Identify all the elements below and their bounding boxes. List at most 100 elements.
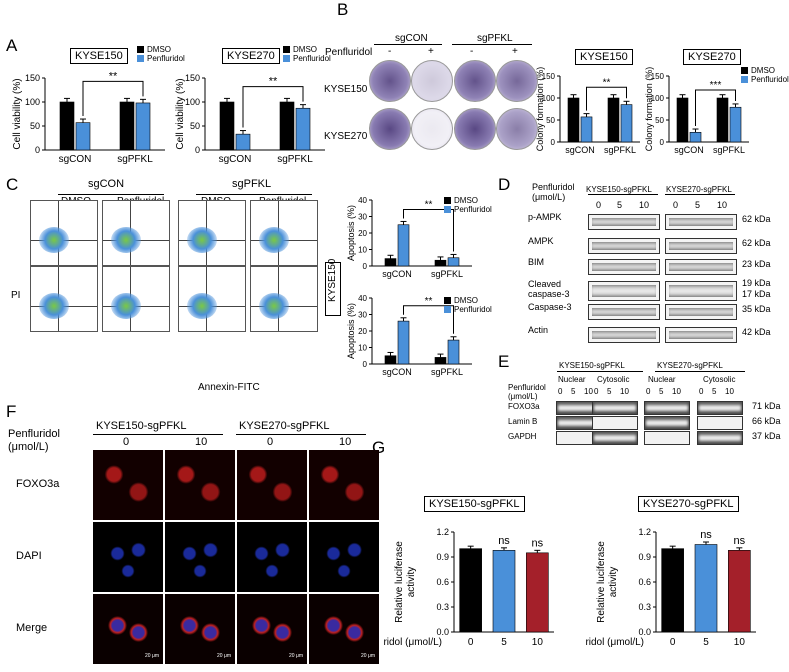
y-tick-label: 0.9 <box>638 552 651 562</box>
x-tick-label: sgPFKL <box>431 367 463 377</box>
colony-plate <box>411 60 453 102</box>
x-tick-label: sgCON <box>674 145 704 155</box>
y-tick-label: 0.6 <box>638 577 651 587</box>
legend-a2: DMSO Penfluridol <box>283 45 331 63</box>
flow-cluster <box>259 227 289 253</box>
b-sign: - <box>470 46 474 57</box>
scale-bar-label: 20 μm <box>361 653 375 659</box>
e-fraction: Nuclear <box>648 375 676 384</box>
e-dose: 10 <box>620 387 629 396</box>
microscopy-image <box>93 594 163 664</box>
d-group-2: KYSE270-sgPFKL <box>666 185 732 194</box>
e-dose: 5 <box>659 387 664 396</box>
e-group-1: KYSE150-sgPFKL <box>559 361 625 370</box>
bar-dmso <box>119 101 135 151</box>
d-group-line <box>665 194 735 195</box>
d-protein-label: BIM <box>528 257 545 267</box>
x-tick-label: sgPFKL <box>117 154 153 165</box>
x-tick-label: 10 <box>532 637 544 648</box>
flow-cluster <box>39 293 69 319</box>
f-dose: 0 <box>123 436 130 448</box>
western-blot-band <box>588 281 660 301</box>
e-fraction: Cytosolic <box>597 375 630 384</box>
significance-label: *** <box>710 80 722 91</box>
c-group-line <box>196 194 312 195</box>
chart-g-kyse270: 0.0 0.3 0.6 0.9 1.2 Relative luciferase activi… <box>586 527 756 648</box>
scale-bar-label: 20 μm <box>217 653 231 659</box>
bar-dmso <box>219 101 235 151</box>
y-axis-label: Colony formation (%) <box>645 67 654 152</box>
western-blot-band <box>588 327 660 343</box>
bar <box>459 548 482 633</box>
bar-penfluridol <box>295 107 311 151</box>
bar-dmso <box>434 259 447 267</box>
c-row-kyse150: KYSE150 <box>327 258 338 302</box>
y-tick-label: 0 <box>35 145 40 155</box>
panel-letter-b: B <box>337 0 349 19</box>
b-sign: + <box>512 46 518 57</box>
x-tick-label: sgCON <box>59 154 92 165</box>
legend-a1: DMSO Penfluridol <box>137 45 185 63</box>
y-tick-label: 0 <box>660 138 665 147</box>
panel-letter-e: E <box>498 352 510 371</box>
legend-swatch-penfluridol <box>741 76 748 84</box>
bar-dmso <box>434 357 447 365</box>
y-tick-label: 50 <box>546 116 555 125</box>
significance-bracket <box>82 80 144 117</box>
significance-label: ns <box>734 535 746 547</box>
y-tick-label: 20 <box>358 229 367 238</box>
x-tick-label: sgCON <box>382 269 412 279</box>
y-tick-label: 100 <box>185 97 200 107</box>
c-group-sgpfkl: sgPFKL <box>232 178 272 190</box>
d-protein-label: AMPK <box>528 236 554 246</box>
x-tick-label: 5 <box>501 637 507 648</box>
y-axis-label: Relative luciferase <box>596 541 607 623</box>
b-row-kyse150: KYSE150 <box>324 84 368 95</box>
microscopy-image <box>165 450 235 520</box>
e-group-2: KYSE270-sgPFKL <box>657 361 723 370</box>
e-group-line <box>557 371 643 372</box>
b-group-line <box>452 44 532 45</box>
bar-penfluridol <box>620 104 633 143</box>
c-group-line <box>58 194 164 195</box>
western-blot-band <box>592 416 638 430</box>
b-sign: - <box>388 46 392 57</box>
b-group-sgpfkl: sgPFKL <box>477 33 513 44</box>
e-treatment-name: Penfluridol <box>508 383 546 392</box>
panel-letter-c: C <box>6 175 19 194</box>
chart-b2-title: KYSE270 <box>683 49 741 65</box>
d-protein-label: Caspase-3 <box>528 302 572 312</box>
b-treatment-label: Penfluridol <box>325 47 373 58</box>
legend-swatch-dmso <box>137 46 144 54</box>
legend-label-dmso: DMSO <box>147 45 171 54</box>
bar-penfluridol <box>689 132 702 143</box>
y-tick-label: 0.0 <box>638 627 651 637</box>
y-axis-label: Relative luciferase <box>394 541 405 623</box>
e-dose: 5 <box>571 387 576 396</box>
d-kda-label: 19 kDa <box>742 278 771 288</box>
flow-cytometry-plot <box>250 200 318 266</box>
e-treatment: Penfluridol (μmol/L) <box>508 383 546 401</box>
flow-cluster <box>187 293 217 319</box>
y-tick-label: 50 <box>30 121 40 131</box>
microscopy-image <box>165 594 235 664</box>
bar-penfluridol <box>235 133 251 151</box>
f-treatment-name: Penfluridol <box>8 428 60 440</box>
y-tick-label: 20 <box>358 327 367 336</box>
y-tick-label: 150 <box>651 72 665 81</box>
y-tick-label: 1.2 <box>638 527 651 537</box>
microscopy-image <box>309 594 379 664</box>
western-blot-band <box>644 401 690 415</box>
y-tick-label: 1.2 <box>436 527 449 537</box>
y-tick-label: 0 <box>195 145 200 155</box>
microscopy-image <box>309 450 379 520</box>
microscopy-image <box>165 522 235 592</box>
bar-penfluridol <box>397 320 410 365</box>
significance-bracket <box>403 305 454 334</box>
e-dose: 5 <box>712 387 717 396</box>
bar-penfluridol <box>729 106 742 143</box>
c-group-sgcon: sgCON <box>88 178 125 190</box>
